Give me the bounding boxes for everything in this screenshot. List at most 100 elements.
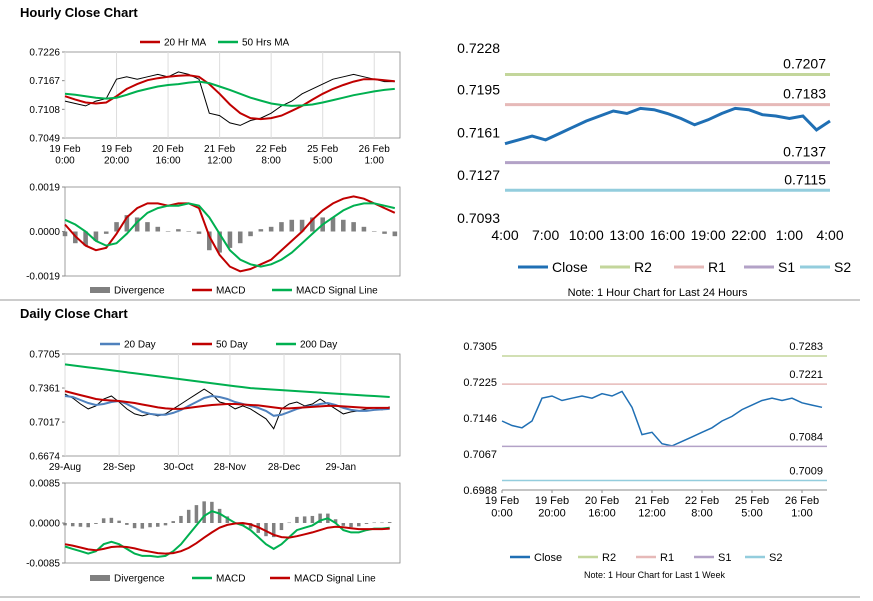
series-line <box>64 363 390 398</box>
x-tick-label: 4:00 <box>491 227 518 243</box>
legend-label: MACD <box>216 286 245 297</box>
divergence-bar <box>196 231 202 234</box>
divergence-bar <box>134 217 140 232</box>
divergence-bar <box>227 231 233 248</box>
divergence-bar <box>372 522 376 524</box>
y-tick-label: 0.7195 <box>457 81 500 97</box>
divergence-bar <box>202 501 206 523</box>
divergence-bar <box>125 523 129 525</box>
divergence-bar <box>341 523 346 526</box>
divergence-bar <box>93 231 99 241</box>
x-tick-label: 22 Feb 8:00 <box>256 144 288 167</box>
y-tick-label: -0.0085 <box>26 559 60 570</box>
divergence-bar <box>241 523 245 526</box>
level-label: 0.7084 <box>789 431 823 443</box>
section-title: Daily Close Chart <box>20 306 128 321</box>
x-tick-label: 13:00 <box>609 227 644 243</box>
legend-label: S2 <box>769 552 782 564</box>
divergence-bar <box>94 523 98 524</box>
divergence-bar <box>210 501 214 523</box>
y-tick-label: 0.7226 <box>29 48 60 59</box>
y-tick-label: 0.7017 <box>29 418 60 429</box>
level-label: 0.7115 <box>784 171 826 187</box>
divergence-bar <box>271 523 276 538</box>
divergence-bar <box>70 523 75 527</box>
divergence-bar <box>330 217 336 232</box>
x-tick-label: 19 Feb 20:00 <box>535 495 569 520</box>
legend-label: 20 Hr MA <box>164 38 207 49</box>
x-tick-label: 1:00 <box>776 227 803 243</box>
divergence-bar <box>351 222 356 232</box>
divergence-bar <box>140 523 145 529</box>
x-tick-label: 28-Sep <box>103 462 136 473</box>
legend-label: MACD Signal Line <box>296 286 378 297</box>
section-title: Hourly Close Chart <box>20 5 138 20</box>
price-line <box>64 71 395 126</box>
divergence-bar <box>103 231 109 234</box>
divergence-bar <box>132 523 137 529</box>
divergence-bar <box>101 518 106 523</box>
series-line <box>64 521 390 555</box>
y-tick-label: 0.7146 <box>463 413 497 425</box>
x-tick-label: 25 Feb 5:00 <box>735 495 769 520</box>
divergence-bar <box>299 219 305 232</box>
chart-note: Note: 1 Hour Chart for Last 1 Week <box>584 570 725 580</box>
divergence-bar <box>387 522 392 523</box>
series-line <box>64 510 390 558</box>
divergence-bar <box>392 231 398 237</box>
series-line <box>501 390 823 447</box>
divergence-bar <box>86 523 90 528</box>
x-tick-label: 21 Feb 12:00 <box>204 144 236 167</box>
divergence-bar <box>264 523 268 537</box>
series-line <box>64 202 396 268</box>
level-label: 0.7137 <box>783 144 826 160</box>
divergence-bar <box>186 509 191 523</box>
x-tick-label: 10:00 <box>569 227 604 243</box>
legend-label: R2 <box>634 259 652 275</box>
plot-frame <box>64 51 401 139</box>
series-line <box>64 74 395 121</box>
x-tick-label: 19:00 <box>691 227 726 243</box>
divergence-bar <box>78 523 83 527</box>
x-tick-label: 19 Feb 0:00 <box>485 495 519 520</box>
divergence-bar <box>380 522 384 524</box>
divergence-bar <box>268 226 274 232</box>
x-tick-label: 29-Aug <box>49 462 81 473</box>
divergence-bar <box>349 523 353 528</box>
divergence-bar <box>194 505 199 523</box>
divergence-bar <box>109 517 114 523</box>
series-line <box>64 195 396 273</box>
divergence-bar <box>83 231 88 246</box>
divergence-bar <box>310 217 315 232</box>
x-tick-label: 22:00 <box>731 227 766 243</box>
divergence-bar <box>333 519 338 523</box>
divergence-bar <box>179 515 183 523</box>
x-tick-label: 21 Feb 12:00 <box>635 495 669 520</box>
legend-label: MACD Signal Line <box>294 574 376 585</box>
y-tick-label: 0.0000 <box>29 227 60 238</box>
x-tick-label: 16:00 <box>650 227 685 243</box>
legend-label: Divergence <box>114 574 165 585</box>
legend-label: S1 <box>718 552 731 564</box>
divergence-bar <box>124 215 130 232</box>
x-tick-label: 28-Dec <box>268 462 300 473</box>
y-tick-label: 0.7705 <box>29 350 60 361</box>
x-tick-label: 26 Feb 1:00 <box>359 144 391 167</box>
y-tick-label: 0.0019 <box>29 183 60 194</box>
legend-label: 200 Day <box>300 340 337 351</box>
y-tick-label: 0.7167 <box>29 76 60 87</box>
series-line <box>504 106 831 146</box>
y-tick-label: 0.6988 <box>463 485 497 497</box>
legend-label: S1 <box>778 259 795 275</box>
series-line <box>64 390 390 410</box>
x-tick-label: 4:00 <box>816 227 843 243</box>
divergence-bar <box>357 523 361 527</box>
level-label: 0.7283 <box>789 341 823 353</box>
y-tick-label: 0.7228 <box>457 40 500 56</box>
divergence-bar <box>186 231 191 232</box>
x-tick-label: 28-Nov <box>214 462 246 473</box>
x-tick-label: 29-Jan <box>325 462 356 473</box>
divergence-bar <box>176 229 181 232</box>
x-tick-label: 19 Feb 0:00 <box>49 144 81 167</box>
x-tick-label: 22 Feb 8:00 <box>685 495 719 520</box>
